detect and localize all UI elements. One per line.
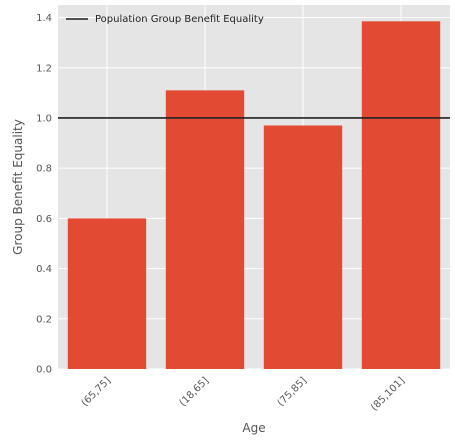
legend-label: Population Group Benefit Equality <box>95 14 264 25</box>
bar <box>165 90 245 370</box>
bar <box>67 218 147 369</box>
y-axis-label: Group Benefit Equality <box>11 119 25 255</box>
y-tick-label: 1.4 <box>36 13 52 24</box>
y-tick-labels: 0.0 0.2 0.4 0.6 0.8 1.0 1.2 1.4 <box>36 13 52 375</box>
bar <box>361 21 441 370</box>
x-axis-label: Age <box>242 421 265 435</box>
x-tick-label: (18,65] <box>178 375 212 409</box>
y-tick-label: 0.0 <box>36 365 52 376</box>
y-tick-label: 1.2 <box>36 63 52 74</box>
y-tick-label: 1.0 <box>36 113 52 124</box>
x-tick-label: (65,75] <box>80 375 114 409</box>
y-tick-label: 0.6 <box>36 214 52 225</box>
y-tick-label: 0.8 <box>36 164 52 175</box>
bars <box>67 21 441 370</box>
x-tick-label: (85,101] <box>369 375 407 413</box>
y-tick-label: 0.4 <box>36 264 52 275</box>
legend: Population Group Benefit Equality <box>66 14 264 25</box>
x-tick-labels: (65,75] (18,65] (75,85] (85,101] <box>80 375 408 413</box>
y-tick-label: 0.2 <box>36 314 52 325</box>
bar <box>263 125 343 369</box>
x-tick-label: (75,85] <box>276 375 310 409</box>
